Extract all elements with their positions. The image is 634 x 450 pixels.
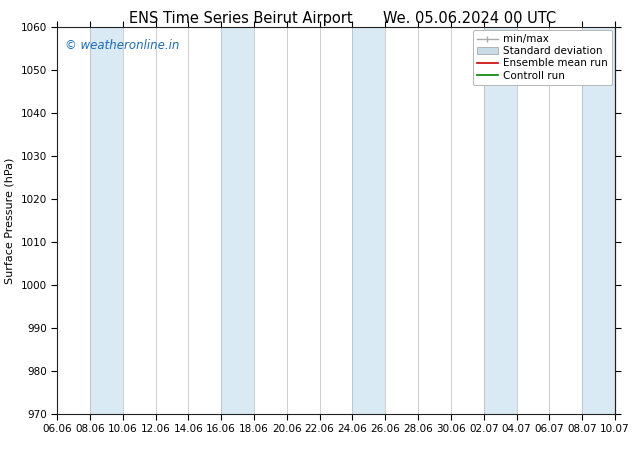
- Bar: [90, 27, 123, 414]
- Text: © weatheronline.in: © weatheronline.in: [65, 39, 180, 52]
- Bar: [221, 27, 254, 414]
- Legend: min/max, Standard deviation, Ensemble mean run, Controll run: min/max, Standard deviation, Ensemble me…: [473, 30, 612, 85]
- Text: ENS Time Series Beirut Airport: ENS Time Series Beirut Airport: [129, 11, 353, 26]
- Text: We. 05.06.2024 00 UTC: We. 05.06.2024 00 UTC: [382, 11, 556, 26]
- Bar: [484, 27, 517, 414]
- Y-axis label: Surface Pressure (hPa): Surface Pressure (hPa): [5, 158, 15, 284]
- Bar: [582, 27, 615, 414]
- Bar: [353, 27, 385, 414]
